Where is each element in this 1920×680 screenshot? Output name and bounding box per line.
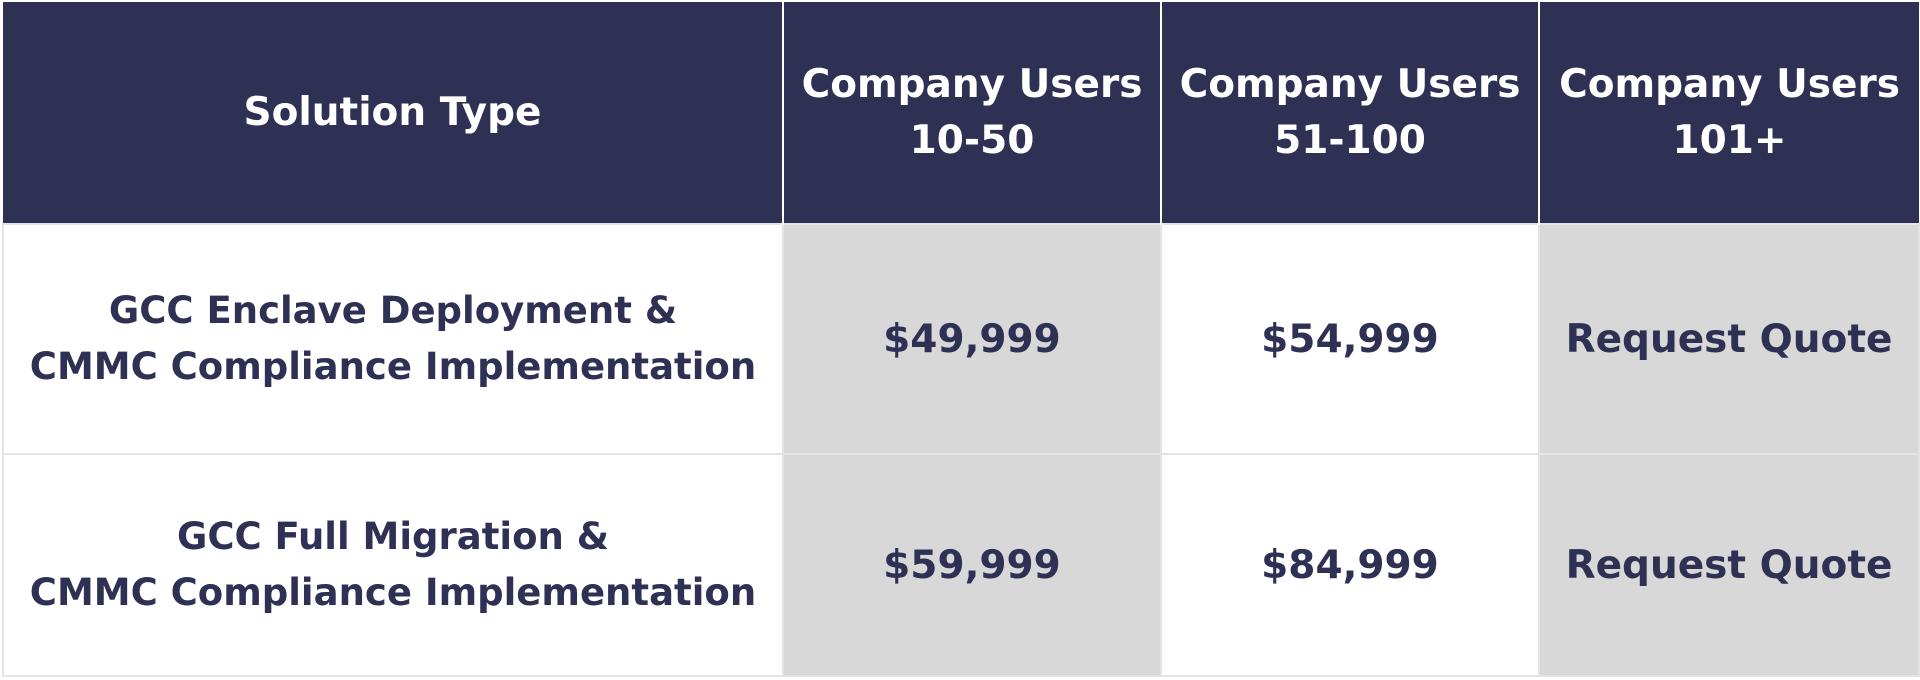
header-range: 51-100	[1274, 117, 1426, 163]
price-cell-51-100: $54,999	[1160, 223, 1539, 454]
price-cell-101-plus: Request Quote	[1538, 223, 1920, 454]
header-label: Company Users	[1559, 61, 1900, 107]
table-row: GCC Full Migration & CMMC Compliance Imp…	[2, 453, 1920, 677]
table-row: GCC Enclave Deployment & CMMC Compliance…	[2, 223, 1920, 454]
solution-name-line: GCC Enclave Deployment &	[108, 289, 678, 332]
solution-cell: GCC Enclave Deployment & CMMC Compliance…	[2, 223, 783, 454]
solution-name-line: CMMC Compliance Implementation	[29, 571, 757, 614]
solution-cell: GCC Full Migration & CMMC Compliance Imp…	[2, 453, 783, 677]
header-label: Company Users	[1179, 61, 1521, 107]
header-solution-type: Solution Type	[3, 2, 783, 224]
header-users-101-plus: Company Users 101+	[1538, 2, 1919, 224]
header-users-10-50: Company Users 10-50	[782, 2, 1161, 224]
header-label: Company Users	[801, 61, 1143, 107]
header-users-51-100: Company Users 51-100	[1160, 2, 1539, 224]
price-cell-10-50: $59,999	[782, 453, 1161, 677]
header-row: Solution Type Company Users 10-50 Compan…	[3, 2, 1919, 224]
price-cell-10-50: $49,999	[782, 223, 1161, 454]
price-cell-51-100: $84,999	[1160, 453, 1539, 677]
solution-name-line: CMMC Compliance Implementation	[29, 345, 757, 388]
price-cell-101-plus: Request Quote	[1538, 453, 1920, 677]
header-range: 101+	[1672, 117, 1787, 163]
header-label: Solution Type	[243, 89, 542, 135]
header-range: 10-50	[909, 117, 1035, 163]
solution-name-line: GCC Full Migration &	[176, 515, 610, 558]
